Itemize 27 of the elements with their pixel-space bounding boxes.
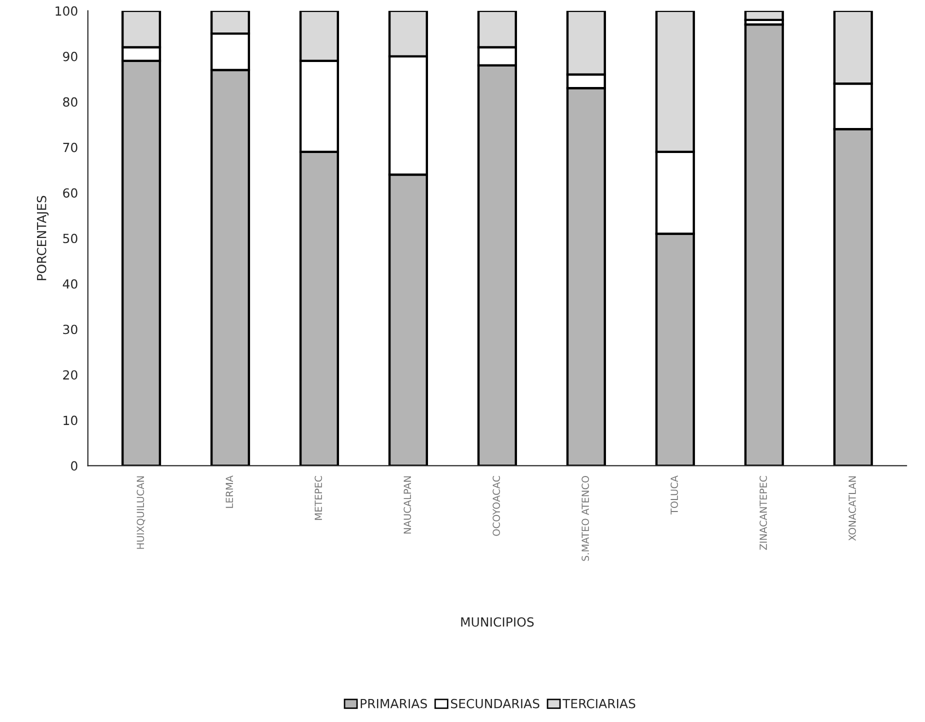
x-axis-title: MUNICIPIOS xyxy=(461,617,534,627)
y-tick-label: 70 xyxy=(63,142,78,152)
x-tick-label: METEPEC xyxy=(314,476,322,520)
y-tick-label: 100 xyxy=(56,6,78,16)
bar xyxy=(744,10,784,22)
x-tick-label: XONACATLAN xyxy=(848,476,856,541)
y-tick-label: 30 xyxy=(63,324,78,334)
x-tick-label: LERMA xyxy=(226,475,233,508)
x-tick-label: ZINACANTEPEC xyxy=(760,476,767,550)
y-tick-label: 0 xyxy=(71,461,78,471)
legend-label: SECUNDARIAS xyxy=(450,698,540,708)
y-tick-label: 40 xyxy=(62,279,78,289)
y-tick-label: 60 xyxy=(63,188,78,198)
x-tick-label: NAUCALPAN xyxy=(404,476,412,534)
y-tick-label: 90 xyxy=(63,52,78,62)
x-tick-label: S.MATEO ATENCO xyxy=(582,476,589,561)
x-tick-label: OCOYOACAC xyxy=(492,476,500,536)
x-tick-label: TOLUCA xyxy=(670,475,678,515)
legend-label: PRIMARIAS xyxy=(360,698,427,708)
y-axis-title: PORCENTAJES xyxy=(36,196,49,280)
y-tick-label: 20 xyxy=(63,370,78,380)
legend-label: TERCIARIAS xyxy=(562,698,636,708)
y-tick-label: 10 xyxy=(64,416,78,426)
y-tick-label: 50 xyxy=(63,234,78,244)
bar xyxy=(744,23,784,466)
x-tick-label: HUIXQUILUCAN xyxy=(136,476,146,549)
y-tick-label: 80 xyxy=(63,97,78,107)
